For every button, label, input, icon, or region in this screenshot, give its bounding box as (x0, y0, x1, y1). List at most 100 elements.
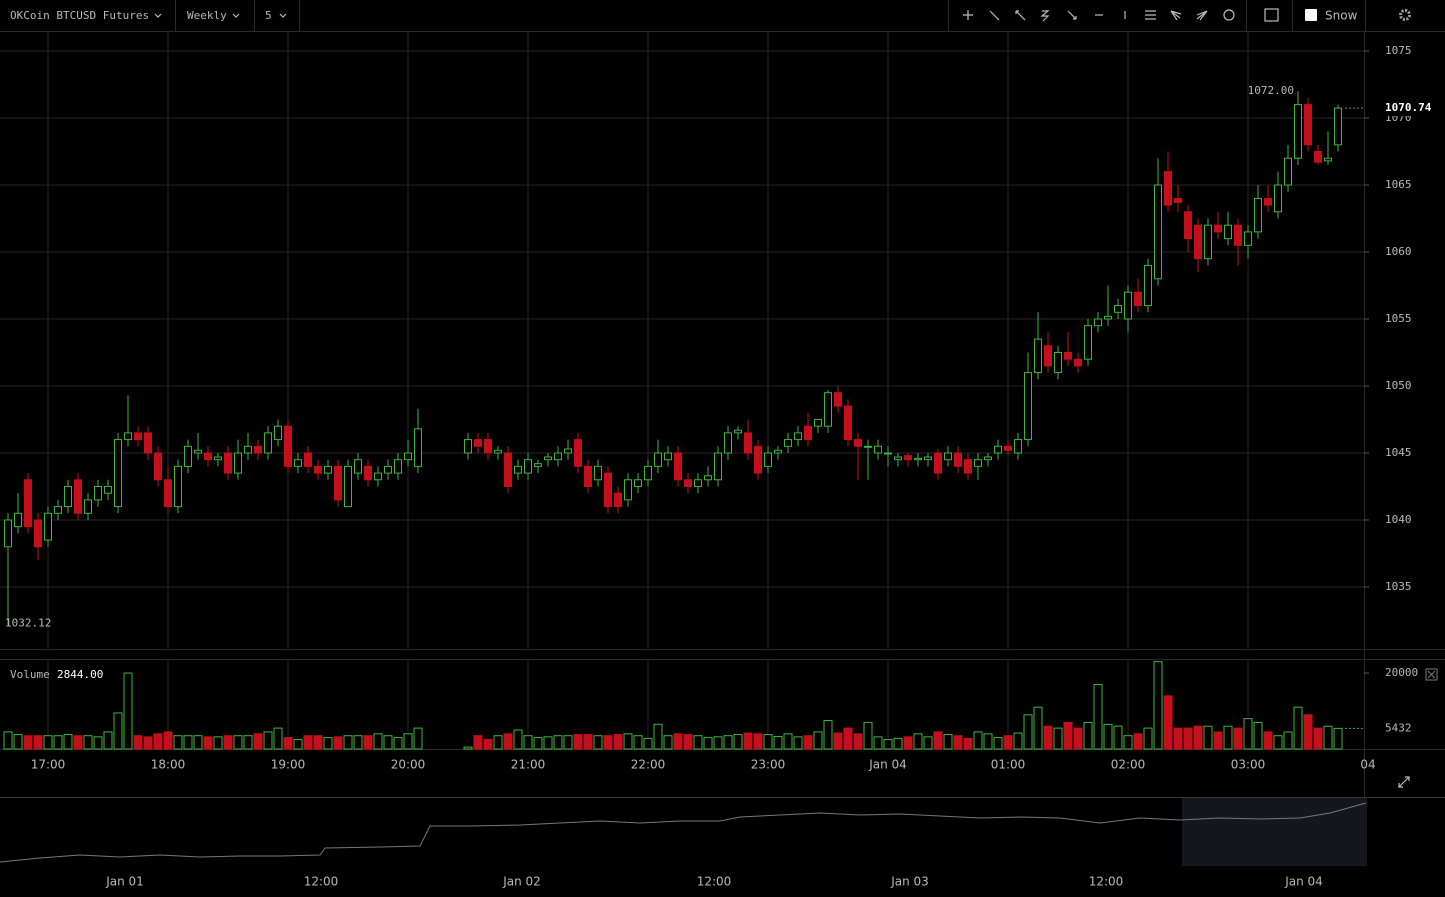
candle-body (1144, 264, 1152, 307)
arrow-tool[interactable] (1067, 10, 1077, 20)
x-tick-label: 18:00 (151, 758, 186, 772)
candle-body (304, 452, 312, 467)
volume-bar (823, 720, 833, 750)
volume-bar (1233, 727, 1243, 750)
pitchfork-tool[interactable] (1196, 10, 1208, 21)
interval-select[interactable]: 5 (265, 9, 287, 22)
volume-bar (513, 729, 523, 750)
ellipse-tool[interactable] (1223, 9, 1235, 21)
volume-bar (173, 735, 183, 750)
volume-bar (1183, 727, 1193, 750)
volume-bar (563, 735, 573, 750)
checkbox[interactable] (1305, 9, 1317, 21)
volume-bar (1173, 727, 1183, 750)
candle-body (394, 459, 402, 474)
volume-bar (763, 734, 773, 750)
candle-body (124, 432, 132, 441)
volume-bar (63, 734, 73, 750)
candle-body (854, 439, 862, 447)
candle-body (1274, 184, 1282, 213)
candle-body (134, 432, 142, 441)
indicator-button[interactable] (1264, 8, 1279, 22)
candle-body (914, 457, 922, 461)
volume-bar (1063, 721, 1073, 750)
x-tick-label: 01:00 (991, 758, 1026, 772)
gear[interactable] (1399, 9, 1411, 21)
symbol-select[interactable]: OKCoin BTCUSD Futures (10, 9, 162, 22)
y-tick-label: 1060 (1385, 245, 1412, 258)
volume-bar (873, 736, 883, 750)
fib-tool[interactable] (1145, 10, 1156, 20)
candle-body (564, 448, 572, 454)
candle-body (234, 452, 242, 474)
candle-body (874, 445, 882, 454)
candle-body (1104, 315, 1112, 320)
ray-tool[interactable] (1015, 10, 1026, 21)
interval-label[interactable]: 5 (265, 9, 272, 22)
candle-body (794, 432, 802, 441)
candle-body (684, 479, 692, 487)
navigator-window[interactable] (1182, 798, 1367, 866)
candle-body (584, 465, 592, 487)
y-tick-label: 1055 (1385, 312, 1412, 325)
candle-body (484, 439, 492, 454)
volume-bar (393, 737, 403, 750)
snow-toggle[interactable]: Snow (1305, 9, 1358, 23)
volume-bar (883, 739, 893, 750)
x-tick-label: Jan 04 (868, 758, 907, 772)
volume-bar (1093, 683, 1103, 750)
navigator: Jan 01 12:00 Jan 02 12:00 Jan 03 12:00 J… (0, 798, 1367, 889)
volume-bar (1303, 714, 1313, 750)
candle-body (4, 519, 12, 548)
candle-body (764, 452, 772, 467)
candle-body (1034, 338, 1042, 374)
toolbar: OKCoin BTCUSD Futures Weekly 5 (0, 0, 1445, 32)
expand-button[interactable] (1398, 776, 1410, 788)
candle-body (1064, 351, 1072, 360)
range-label[interactable]: Weekly (187, 9, 227, 22)
path-tool[interactable] (1040, 10, 1050, 22)
candle-body (1054, 351, 1062, 374)
crosshair-tool[interactable] (963, 10, 973, 20)
volume-bar (1013, 732, 1023, 750)
volume-bar (743, 732, 753, 750)
volume-bar (1053, 727, 1063, 750)
volume-bar (13, 734, 23, 750)
fan-tool[interactable] (1170, 10, 1182, 21)
navigator-label: 12:00 (697, 875, 732, 889)
candle-body (1084, 325, 1092, 360)
settings-button[interactable] (1399, 9, 1411, 21)
y-tick-label: 1035 (1385, 580, 1412, 593)
x-tick-label: 22:00 (631, 758, 666, 772)
candle-body (994, 445, 1002, 454)
candle-body (1214, 224, 1222, 233)
x-tick-label: 20:00 (391, 758, 426, 772)
candle-body (24, 479, 32, 528)
candle-body (1234, 224, 1242, 246)
volume-bar (523, 735, 533, 750)
line-tool[interactable] (989, 10, 1000, 21)
volume-bar (753, 733, 763, 750)
candle-body (974, 459, 982, 467)
candle-body (1304, 104, 1312, 146)
candle-body (284, 425, 292, 467)
candle-body (1134, 291, 1142, 307)
volume-bar (1083, 721, 1093, 750)
volume-bar (43, 735, 53, 750)
volume-bar (803, 735, 813, 750)
volume-bar (133, 735, 143, 750)
candle-body (644, 465, 652, 481)
chevron (279, 13, 287, 18)
candle-body (164, 479, 172, 508)
range-select[interactable]: Weekly (187, 9, 240, 22)
candle-body (1074, 358, 1082, 367)
y-tick-label: 1050 (1385, 379, 1412, 392)
volume-bar (413, 727, 423, 750)
candle-body (714, 452, 722, 481)
symbol-label[interactable]: OKCoin BTCUSD Futures (10, 9, 149, 22)
toggle-label[interactable]: Snow (1325, 9, 1358, 23)
candle-body (674, 452, 682, 481)
candle-body (884, 452, 892, 455)
close-volume-button[interactable] (1425, 668, 1438, 681)
